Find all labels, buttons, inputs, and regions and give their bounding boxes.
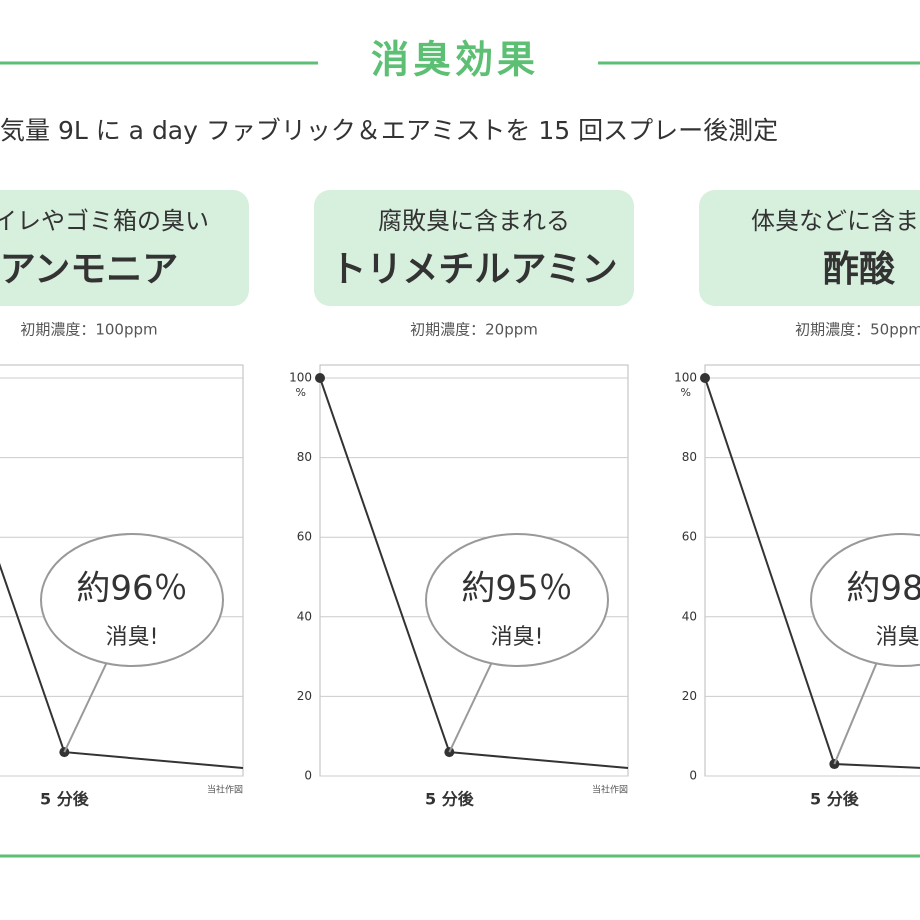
y-unit: % [296, 386, 306, 399]
header: 腐敗臭に含まれる [378, 207, 570, 235]
initial-concentration: 初期濃度：20ppm [410, 321, 538, 339]
compound-name: アンモニア [0, 249, 178, 290]
callout-bubble [810, 533, 920, 667]
callout-label: 消臭! [106, 625, 159, 650]
y-tick-label: 60 [297, 530, 312, 544]
y-tick-label: 60 [682, 530, 697, 544]
y-tick-label: 20 [297, 689, 312, 703]
y-tick-label: 0 [304, 769, 312, 783]
callout-value: 約96％ [76, 569, 187, 609]
y-tick-label: 0 [689, 769, 697, 783]
x-tick-label: 5 分後 [810, 790, 860, 809]
point [700, 373, 710, 383]
initial-concentration: 初期濃度：50ppm [795, 321, 920, 339]
title: 消臭効果 [371, 38, 539, 82]
header-box [0, 190, 249, 306]
callout-bubble [425, 533, 609, 667]
header-box [314, 190, 634, 306]
y-tick-label: 20 [682, 689, 697, 703]
source: 当社作図 [592, 784, 628, 796]
callout-pointer [833, 661, 878, 765]
callout-label: 消臭! [876, 625, 920, 650]
header: 体臭などに含まれる [751, 207, 920, 235]
subtitle: 空気量 9L に a day ファブリック＆エアミストを 15 回スプレー後測定 [0, 116, 778, 145]
point [315, 373, 325, 383]
y-unit: % [681, 386, 691, 399]
callout-bubble [40, 533, 224, 667]
callout-pointer [63, 661, 108, 753]
y-tick-label: 100 [674, 371, 697, 385]
x-tick-label: 5 分後 [40, 790, 90, 809]
compound-name: 酢酸 [823, 249, 895, 290]
callout-value: 約98％ [846, 569, 920, 609]
x-tick-label: 5 分後 [425, 790, 475, 809]
callout-pointer [448, 661, 493, 753]
y-tick-label: 40 [682, 609, 697, 623]
y-tick-label: 100 [289, 371, 312, 385]
source: 当社作図 [207, 784, 243, 796]
y-tick-label: 80 [297, 450, 312, 464]
header: トイレやゴミ箱の臭い [0, 207, 209, 235]
callout-value: 約95％ [461, 569, 572, 609]
header-box [699, 190, 920, 306]
callout-label: 消臭! [491, 625, 544, 650]
initial-concentration: 初期濃度：100ppm [20, 321, 157, 339]
y-tick-label: 40 [297, 609, 312, 623]
y-tick-label: 80 [682, 450, 697, 464]
compound-name: トリメチルアミン [330, 249, 617, 290]
